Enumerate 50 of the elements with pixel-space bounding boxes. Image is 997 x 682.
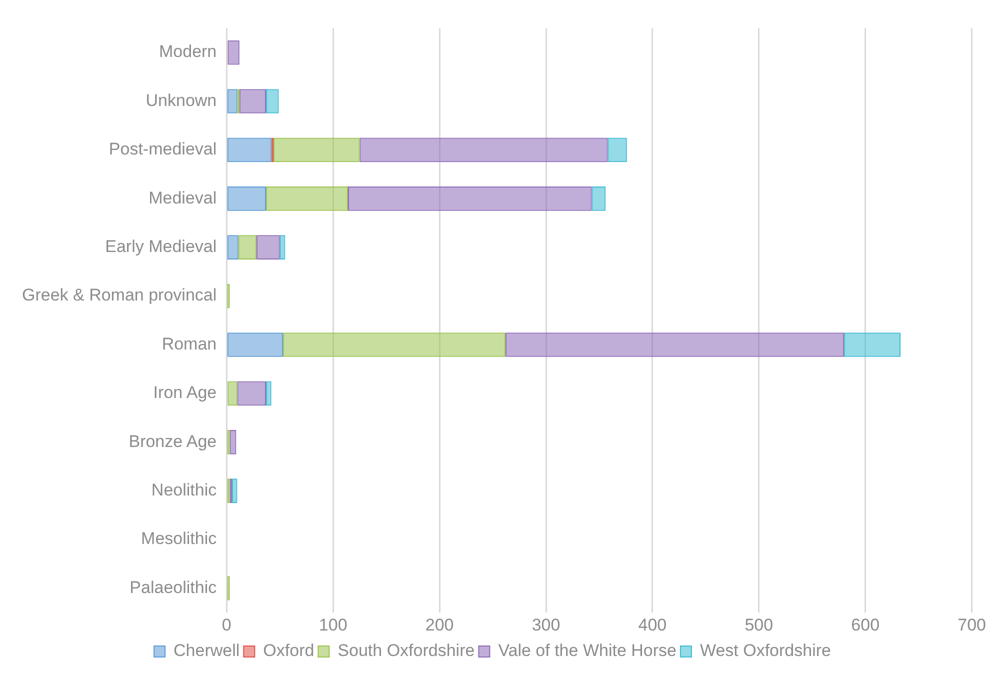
bar xyxy=(227,332,284,357)
y-tick-label: Greek & Roman provincal xyxy=(22,286,217,305)
legend-label: Cherwell xyxy=(174,641,240,660)
legend-label: Oxford xyxy=(263,641,314,660)
bar xyxy=(266,89,279,114)
y-tick-label: Medieval xyxy=(148,188,217,208)
bar xyxy=(228,40,240,65)
x-tick-label: 400 xyxy=(638,615,667,634)
x-tick-label: 0 xyxy=(222,615,232,634)
y-tick-label: Iron Age xyxy=(153,383,217,402)
legend-label: West Oxfordshire xyxy=(700,641,831,660)
x-tick-label: 500 xyxy=(744,615,774,634)
bar xyxy=(239,89,266,114)
bar xyxy=(266,381,272,406)
bar xyxy=(506,332,844,357)
y-tick-label: Palaeolithic xyxy=(130,578,218,597)
x-tick-label: 600 xyxy=(851,615,880,634)
bar xyxy=(844,332,900,357)
bar xyxy=(230,430,236,454)
x-tick-label: 100 xyxy=(318,615,348,634)
legend-label: South Oxfordshire xyxy=(338,641,475,660)
bar xyxy=(283,332,506,357)
bar xyxy=(360,138,608,162)
bar xyxy=(273,138,360,162)
bar xyxy=(256,235,280,260)
y-tick-label: Unknown xyxy=(146,90,217,110)
y-tick-label: Post-medieval xyxy=(108,140,217,159)
legend-label: Vale of the White Horse xyxy=(498,641,676,660)
x-tick-label: 200 xyxy=(425,615,454,634)
bar xyxy=(348,186,592,211)
x-tick-label: 700 xyxy=(958,615,986,634)
bar xyxy=(227,186,266,211)
y-tick-label: Bronze Age xyxy=(128,432,217,451)
bar xyxy=(227,89,238,114)
bar xyxy=(592,186,606,211)
x-tick-label: 300 xyxy=(532,615,560,634)
y-tick-label: Mesolithic xyxy=(141,529,218,548)
bar xyxy=(266,186,348,211)
bar xyxy=(237,381,266,406)
bar xyxy=(228,381,238,406)
y-tick-label: Early Medieval xyxy=(105,237,217,256)
bar xyxy=(280,235,286,260)
bar xyxy=(227,138,272,162)
bar xyxy=(608,138,627,162)
bar xyxy=(232,478,238,504)
y-tick-label: Neolithic xyxy=(151,480,218,500)
y-tick-label: Roman xyxy=(162,334,217,354)
bar xyxy=(238,235,256,260)
bar xyxy=(227,235,238,260)
y-tick-label: Modern xyxy=(158,42,217,62)
